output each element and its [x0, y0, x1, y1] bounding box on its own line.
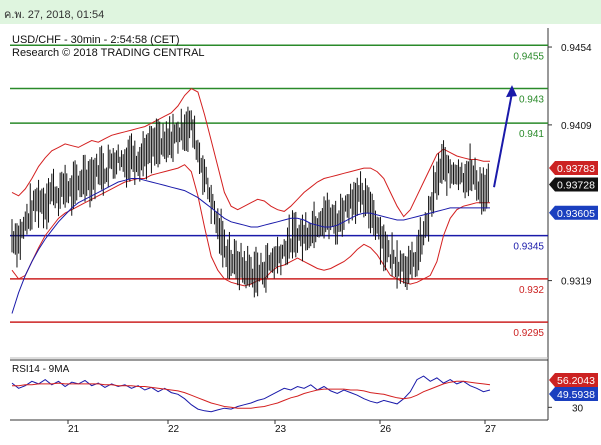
x-tick-label-4: 27	[485, 424, 497, 435]
rsi-tag-label-1: 49.5938	[557, 389, 595, 401]
price-tag-label-0: 0.93783	[557, 163, 595, 175]
x-tick-label-2: 23	[275, 424, 287, 435]
level-label-4: 0.932	[519, 285, 544, 296]
support-resistance-levels: 0.9455 0.943 0.941 0.9345 0.932 0.9295	[10, 44, 548, 339]
bb-upper-line	[11, 87, 490, 218]
chart-title: USD/CHF - 30min - 2:54:58 (CET)	[12, 34, 179, 46]
date-header: ค.พ. 27, 2018, 01:54	[0, 0, 601, 24]
y-tick-labels: 0.9454 0.9409 0.9319	[548, 43, 592, 288]
rsi-tag-bg-1	[549, 387, 598, 401]
price-tag-bg-0	[549, 161, 598, 176]
price-tag-bg-1	[549, 177, 598, 192]
forecast-line	[493, 92, 513, 188]
rsi-label: RSI14 - 9MA	[12, 364, 70, 375]
price-bars	[11, 106, 489, 298]
y-tick-label-1: 0.9409	[561, 121, 592, 132]
price-tags: 0.93783 0.93728 0.93605	[549, 161, 598, 220]
rsi-line	[11, 375, 491, 413]
price-tag-label-1: 0.93728	[557, 180, 595, 192]
y-tick-label-2: 0.9319	[561, 277, 592, 288]
rsi-panel: 30 56.2043 49.5938	[11, 373, 598, 414]
ma-line	[11, 178, 490, 314]
x-tick-labels: 21 22 23 26 27	[67, 420, 497, 435]
rsi-tag-label-0: 56.2043	[557, 375, 595, 387]
level-label-3: 0.9345	[513, 242, 544, 253]
forecast-arrow	[493, 85, 517, 188]
x-tick-label-3: 26	[380, 424, 392, 435]
price-tag-label-2: 0.93605	[557, 208, 595, 220]
price-tag-bg-2	[549, 205, 598, 220]
rsi-ma-line	[12, 380, 491, 409]
chart-subtitle: Research © 2018 TRADING CENTRAL	[12, 47, 205, 59]
level-label-1: 0.943	[519, 95, 544, 106]
level-label-2: 0.941	[519, 129, 544, 140]
level-label-5: 0.9295	[513, 328, 544, 339]
x-tick-label-1: 22	[168, 424, 180, 435]
y-tick-label-0: 0.9454	[561, 43, 592, 54]
rsi-tick-label-0: 30	[572, 403, 584, 414]
x-tick-label-0: 21	[68, 424, 80, 435]
datetime-label: ค.พ. 27, 2018, 01:54	[4, 9, 105, 21]
rsi-tag-bg-0	[549, 373, 598, 387]
level-label-0: 0.9455	[513, 51, 544, 62]
forecast-arrowhead	[506, 85, 517, 98]
moving-average	[11, 178, 490, 314]
